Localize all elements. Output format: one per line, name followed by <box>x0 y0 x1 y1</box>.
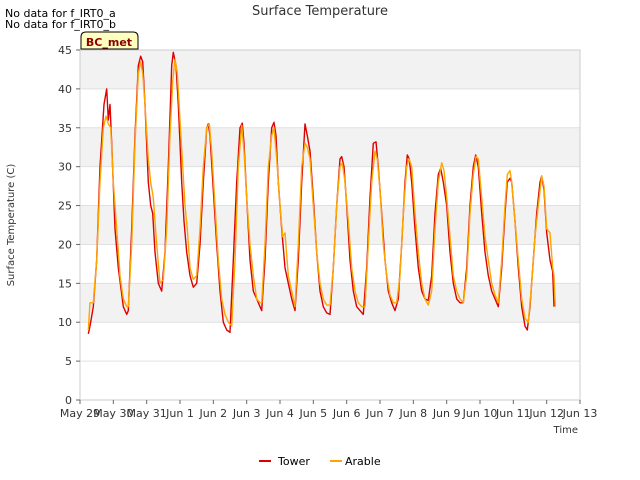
y-tick-label: 25 <box>58 200 72 213</box>
station-badge-box <box>80 31 139 50</box>
station-badge-label: BC_met <box>86 36 132 49</box>
y-tick-label: 30 <box>58 161 72 174</box>
plot-band <box>80 50 580 89</box>
y-tick-label: 10 <box>58 316 72 329</box>
x-tick-label: Jun 1 <box>165 407 194 420</box>
x-axis-label: Time <box>553 425 578 436</box>
no-data-note-b: No data for f_IRT0_b <box>5 18 117 31</box>
x-tick-label: Jun 12 <box>528 407 564 420</box>
y-axis-ticks: 0 5 10 15 20 25 30 35 40 45 <box>58 44 80 407</box>
x-tick-label: Jun 9 <box>432 407 461 420</box>
y-tick-label: 35 <box>58 122 72 135</box>
x-tick-label: May 29 <box>60 407 100 420</box>
x-tick-label: May 30 <box>93 407 133 420</box>
x-tick-label: Jun 4 <box>265 407 294 420</box>
series-line-arable <box>87 58 556 331</box>
y-tick-label: 45 <box>58 44 72 57</box>
y-tick-label: 20 <box>58 238 72 251</box>
y-tick-label: 15 <box>58 277 72 290</box>
plot-band <box>80 205 580 245</box>
x-tick-label: Jun 10 <box>462 407 498 420</box>
x-tick-label: Jun 13 <box>562 407 598 420</box>
legend-label-tower: Tower <box>277 455 310 468</box>
legend: Tower Arable <box>259 455 381 468</box>
y-axis-label: Surface Temperature (C) <box>6 164 17 287</box>
x-tick-label: Jun 2 <box>198 407 227 420</box>
x-tick-label: May 31 <box>127 407 167 420</box>
y-tick-label: 5 <box>65 355 72 368</box>
y-tick-label: 0 <box>65 394 72 407</box>
x-tick-label: Jun 6 <box>332 407 361 420</box>
x-tick-label: Jun 8 <box>398 407 427 420</box>
plot-bands <box>80 50 580 323</box>
station-badge: BC_met <box>80 31 139 50</box>
series-lines <box>87 51 556 335</box>
plot-border <box>79 49 581 401</box>
x-tick-label: Jun 3 <box>232 407 261 420</box>
x-tick-label: Jun 7 <box>365 407 394 420</box>
plot-band <box>80 127 580 167</box>
no-data-note-a: No data for f_IRT0_a <box>5 7 116 20</box>
y-tick-label: 40 <box>58 83 72 96</box>
legend-label-arable: Arable <box>345 455 381 468</box>
x-tick-label: Jun 5 <box>298 407 327 420</box>
x-tick-label: Jun 11 <box>495 407 531 420</box>
chart-title: Surface Temperature <box>252 4 388 19</box>
